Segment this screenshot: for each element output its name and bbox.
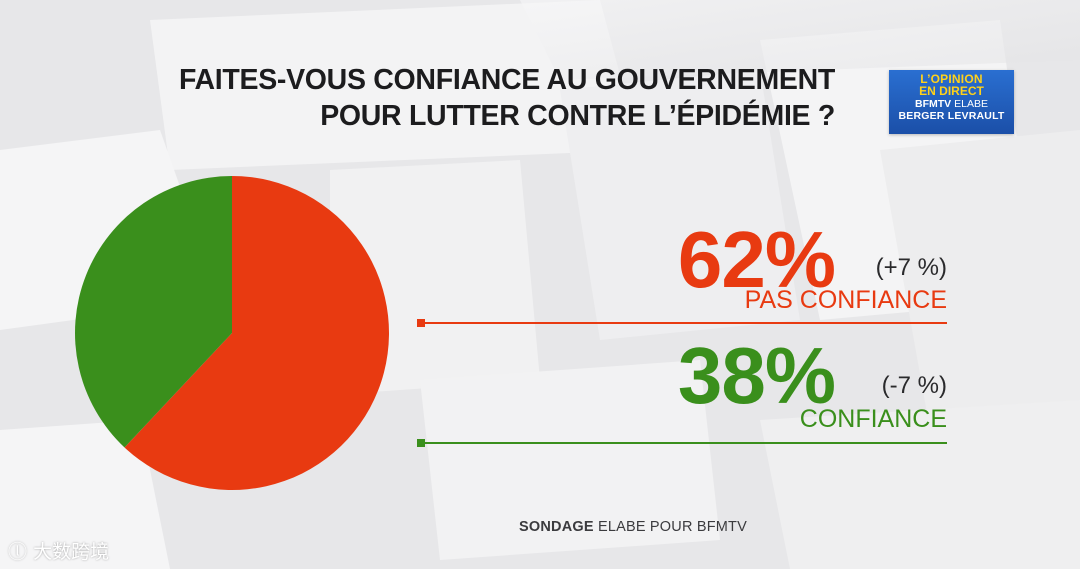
- pas-confiance-percentage: 62%: [677, 215, 836, 304]
- watermark: ⓛ 大数跨境: [8, 537, 109, 564]
- confiance-marker: [417, 439, 425, 447]
- source-rest: ELABE POUR BFMTV: [597, 519, 747, 535]
- confiance-change: (-7 %): [881, 372, 947, 399]
- confiance-label: CONFIANCE: [799, 405, 947, 433]
- watermark-text: 大数跨境: [33, 541, 110, 563]
- title-line-1: FAITES-VOUS CONFIANCE AU GOUVERNEMENT: [178, 64, 835, 96]
- pie-slice-confiance: [75, 176, 232, 448]
- pas-confiance-marker: [417, 319, 425, 327]
- pas-confiance-rule: [425, 322, 947, 324]
- source-bold: SONDAGE: [519, 519, 594, 535]
- logo-line-3: BFMTV ELABE: [895, 98, 1008, 110]
- title-line-2: POUR LUTTER CONTRE L’ÉPIDÉMIE ?: [320, 100, 835, 132]
- watermark-icon: ⓛ: [8, 541, 28, 563]
- logo-line-4: BERGER LEVRAULT: [898, 110, 1005, 122]
- pas-confiance-change: (+7 %): [875, 254, 947, 281]
- chart-title: FAITES-VOUS CONFIANCE AU GOUVERNEMENT PO…: [179, 62, 835, 134]
- pie-slice-pas-confiance: [124, 176, 390, 490]
- logo-line-1: L’OPINION: [920, 72, 983, 86]
- logo-line-2: EN DIRECT: [919, 84, 984, 98]
- source-note: SONDAGE ELABE POUR BFMTV: [519, 519, 747, 535]
- logo-partner: ELABE: [954, 98, 988, 110]
- opinion-en-direct-logo: L’OPINION EN DIRECT BFMTV ELABE BERGER L…: [889, 70, 1014, 134]
- confiance-rule: [425, 442, 947, 444]
- logo-brand: BFMTV: [915, 98, 952, 110]
- confiance-percentage: 38%: [677, 331, 836, 420]
- pas-confiance-label: PAS CONFIANCE: [744, 286, 947, 314]
